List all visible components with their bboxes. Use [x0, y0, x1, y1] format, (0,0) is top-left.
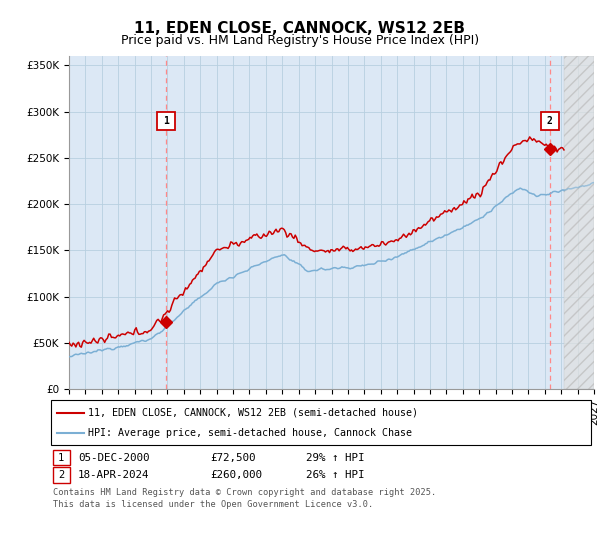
Text: Contains HM Land Registry data © Crown copyright and database right 2025.
This d: Contains HM Land Registry data © Crown c… — [53, 488, 436, 509]
Text: 05-DEC-2000: 05-DEC-2000 — [78, 452, 149, 463]
Text: Price paid vs. HM Land Registry's House Price Index (HPI): Price paid vs. HM Land Registry's House … — [121, 34, 479, 46]
Text: £72,500: £72,500 — [210, 452, 256, 463]
Bar — [564, 56, 594, 389]
Text: 1: 1 — [58, 452, 64, 463]
Text: 26% ↑ HPI: 26% ↑ HPI — [306, 470, 365, 480]
Text: 11, EDEN CLOSE, CANNOCK, WS12 2EB (semi-detached house): 11, EDEN CLOSE, CANNOCK, WS12 2EB (semi-… — [88, 408, 418, 418]
Text: 1: 1 — [163, 116, 169, 126]
Text: 2: 2 — [58, 470, 64, 480]
Text: HPI: Average price, semi-detached house, Cannock Chase: HPI: Average price, semi-detached house,… — [88, 428, 412, 438]
Text: 18-APR-2024: 18-APR-2024 — [78, 470, 149, 480]
Bar — [564, 56, 594, 389]
Text: 11, EDEN CLOSE, CANNOCK, WS12 2EB: 11, EDEN CLOSE, CANNOCK, WS12 2EB — [134, 21, 466, 36]
Text: 29% ↑ HPI: 29% ↑ HPI — [306, 452, 365, 463]
Text: 2: 2 — [547, 116, 553, 126]
Text: £260,000: £260,000 — [210, 470, 262, 480]
